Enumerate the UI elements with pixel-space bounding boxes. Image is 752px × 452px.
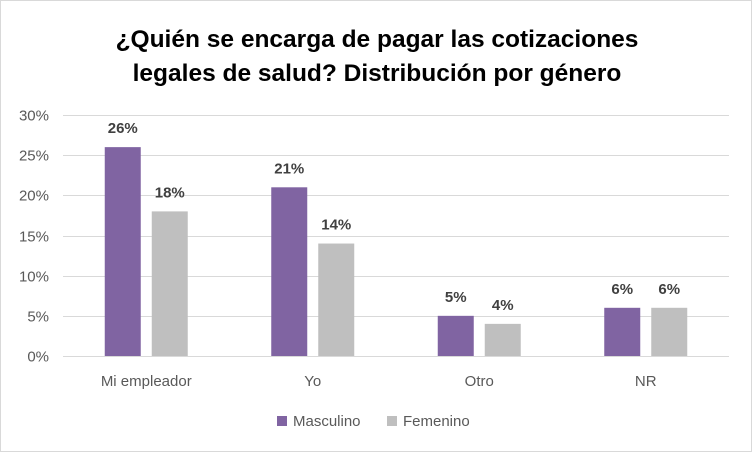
bar-femenino (151, 211, 188, 356)
bar-masculino (104, 147, 141, 356)
data-label: 18% (155, 184, 185, 201)
x-category-label: Yo (304, 373, 321, 390)
bars (104, 147, 688, 356)
y-tick-label: 15% (19, 229, 49, 246)
data-labels: 26% 18% 21% 14% 5% 4% 6% 6% (108, 120, 680, 314)
bar-femenino (484, 323, 521, 356)
bar-femenino (318, 243, 355, 356)
data-label: 5% (445, 289, 467, 306)
bar-femenino (651, 307, 688, 356)
data-label: 6% (658, 281, 680, 298)
chart-title: ¿Quién se encarga de pagar las cotizacio… (1, 23, 752, 91)
bar-masculino (271, 187, 308, 356)
legend-label-femenino: Femenino (403, 413, 470, 430)
y-tick-label: 20% (19, 188, 49, 205)
data-label: 4% (492, 297, 514, 314)
x-category-label: Mi empleador (101, 373, 192, 390)
x-category-label: Otro (465, 373, 494, 390)
legend-swatch-femenino (387, 416, 397, 426)
data-label: 14% (321, 217, 351, 234)
data-label: 21% (274, 160, 304, 177)
y-tick-label: 5% (27, 309, 49, 326)
bar-masculino (437, 315, 474, 356)
legend: Masculino Femenino (277, 413, 470, 430)
legend-swatch-masculino (277, 416, 287, 426)
axis-labels: 0% 5% 10% 15% 20% 25% 30% Mi empleador Yo Otro NR (19, 108, 657, 391)
chart-title-line-1: ¿Quién se encarga de pagar las cotizacio… (115, 26, 639, 53)
y-tick-label: 0% (27, 349, 49, 366)
data-label: 6% (611, 281, 633, 298)
y-tick-label: 25% (19, 148, 49, 165)
x-category-label: NR (635, 373, 657, 390)
gridlines (63, 115, 729, 357)
chart-title-line-2: legales de salud? Distribución por géner… (132, 60, 622, 87)
legend-label-masculino: Masculino (293, 413, 361, 430)
bar-masculino (604, 307, 641, 356)
y-tick-label: 30% (19, 108, 49, 125)
y-tick-label: 10% (19, 269, 49, 286)
data-label: 26% (108, 120, 138, 137)
